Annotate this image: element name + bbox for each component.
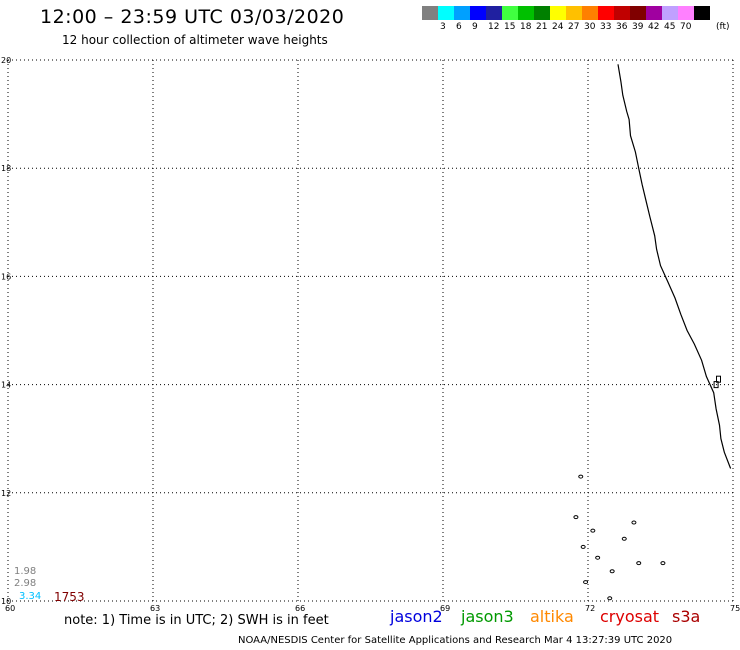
lat-tick-label: 20 (1, 56, 11, 65)
satellite-s3a: s3a (672, 607, 701, 626)
island (609, 569, 615, 574)
lat-tick-label: 18 (1, 164, 11, 173)
lon-tick-label: 69 (440, 604, 450, 613)
legend-tick-label: 12 (488, 22, 500, 32)
island (631, 520, 637, 525)
legend-swatch: 6 (454, 6, 470, 32)
legend-swatch: 33 (598, 6, 614, 32)
wave-height-legend: 3 6 9 12 15 18 21 24 27 30 33 36 39 42 45 70 (422, 6, 710, 32)
lon-tick-label: 72 (585, 604, 595, 613)
map-subtitle: 12 hour collection of altimeter wave hei… (62, 33, 328, 47)
footer-credit: NOAA/NESDIS Center for Satellite Applica… (238, 635, 673, 646)
island (573, 515, 579, 520)
legend-tick-label: 6 (456, 22, 462, 32)
legend-tick-label: 42 (648, 22, 660, 32)
island (636, 561, 642, 566)
legend-tick-label: 15 (504, 22, 516, 32)
legend-tick-label: 18 (520, 22, 532, 32)
legend-swatch (422, 6, 438, 20)
legend-swatch: 18 (518, 6, 534, 32)
lon-tick-label: 75 (730, 604, 740, 613)
legend-swatch: 36 (614, 6, 630, 32)
satellite-jason2: jason2 (390, 607, 443, 626)
lat-tick-label: 12 (1, 489, 11, 498)
satellite-altika: altika (530, 607, 574, 626)
lon-tick-label: 66 (295, 604, 305, 613)
legend-units: (ft) (716, 22, 730, 32)
legend-swatch: 30 (582, 6, 598, 32)
stat-value-1: 1.98 (14, 566, 37, 577)
island (607, 596, 613, 601)
legend-tick-label: 45 (664, 22, 676, 32)
legend-swatch: 21 (534, 6, 550, 32)
stat-value-2: 2.98 (14, 578, 37, 589)
lon-tick-label: 60 (5, 604, 15, 613)
island (578, 474, 584, 479)
legend-tick-label: 39 (632, 22, 644, 32)
offshore-mark (716, 375, 721, 383)
legend-swatch (694, 6, 710, 20)
legend-tick-label: 27 (568, 22, 580, 32)
legend-tick-label: 24 (552, 22, 564, 32)
note-text: note: 1) Time is in UTC; 2) SWH is in fe… (64, 613, 329, 628)
legend-swatch: 3 (438, 6, 454, 32)
island (595, 555, 601, 560)
legend-swatch: 15 (502, 6, 518, 32)
legend-tick-label: 33 (600, 22, 612, 32)
legend-swatch: 24 (550, 6, 566, 32)
legend-swatch: 27 (566, 6, 582, 32)
island (583, 580, 589, 585)
map-title: 12:00 – 23:59 UTC 03/03/2020 (40, 6, 345, 28)
legend-swatch: 9 (470, 6, 486, 32)
legend-tick-label: 36 (616, 22, 628, 32)
legend-tick-label: 70 (680, 22, 692, 32)
island (590, 528, 596, 533)
lon-tick-label: 63 (150, 604, 160, 613)
legend-tick-label: 3 (440, 22, 446, 32)
legend-swatch: 70 (678, 6, 694, 32)
lat-tick-label: 16 (1, 272, 11, 281)
stat-value-3: 3.34 (19, 591, 42, 602)
legend-swatch: 12 (486, 6, 502, 32)
satellite-cryosat: cryosat (600, 607, 660, 626)
island (580, 544, 586, 549)
legend-swatch: 39 (630, 6, 646, 32)
island (621, 536, 627, 541)
stat-count: 1753 (54, 590, 85, 604)
lat-tick-label: 10 (1, 597, 11, 606)
legend-swatch: 45 (662, 6, 678, 32)
island (660, 561, 666, 566)
lat-tick-label: 14 (1, 381, 11, 390)
coastline (617, 64, 732, 469)
legend-tick-label: 21 (536, 22, 548, 32)
legend-tick-label: 9 (472, 22, 478, 32)
legend-swatch: 42 (646, 6, 662, 32)
satellite-jason3: jason3 (461, 607, 514, 626)
legend-tick-label: 30 (584, 22, 596, 32)
